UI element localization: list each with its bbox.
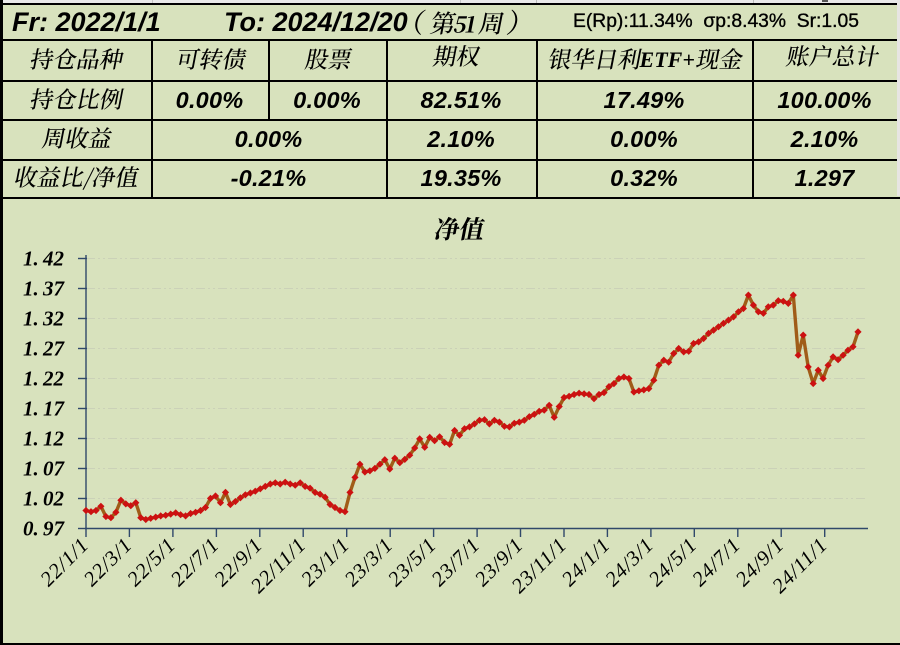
- svg-text:1. 07: 1. 07: [23, 457, 65, 481]
- svg-text:1. 02: 1. 02: [23, 487, 64, 511]
- svg-text:22/5/1: 22/5/1: [122, 533, 180, 591]
- svg-text:23/7/1: 23/7/1: [426, 533, 484, 591]
- svg-text:24/3/1: 24/3/1: [600, 533, 658, 591]
- svg-text:1. 42: 1. 42: [23, 247, 64, 271]
- svg-text:22/7/1: 22/7/1: [166, 533, 224, 591]
- svg-text:24/1/1: 24/1/1: [557, 533, 615, 591]
- svg-text:24/5/1: 24/5/1: [644, 533, 702, 591]
- svg-text:1. 32: 1. 32: [23, 307, 64, 331]
- svg-text:1. 27: 1. 27: [23, 337, 65, 361]
- svg-text:1. 22: 1. 22: [23, 367, 64, 391]
- svg-text:23/5/1: 23/5/1: [383, 533, 441, 591]
- svg-text:23/3/1: 23/3/1: [339, 533, 397, 591]
- svg-text:1. 37: 1. 37: [23, 277, 65, 301]
- svg-text:1. 17: 1. 17: [23, 397, 65, 421]
- svg-text:22/3/1: 22/3/1: [79, 533, 137, 591]
- svg-text:1. 12: 1. 12: [23, 427, 64, 451]
- svg-text:22/1/1: 22/1/1: [35, 533, 93, 591]
- svg-text:0. 97: 0. 97: [23, 517, 65, 541]
- svg-text:24/7/1: 24/7/1: [687, 533, 745, 591]
- svg-text:23/1/1: 23/1/1: [296, 533, 354, 591]
